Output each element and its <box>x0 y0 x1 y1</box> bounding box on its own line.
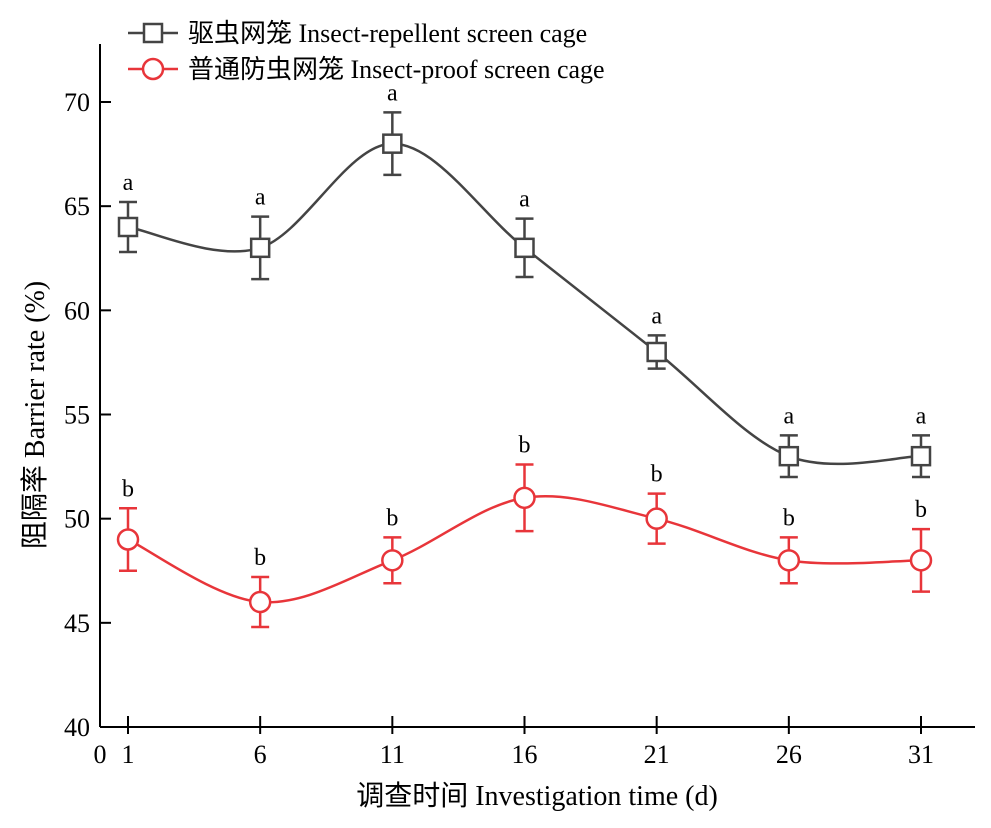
y-tick-label: 65 <box>64 192 90 221</box>
data-point <box>778 445 800 467</box>
data-point <box>117 216 139 238</box>
x-tick-label: 0 <box>94 740 107 769</box>
x-axis-title: 调查时间 Investigation time (d) <box>356 780 718 812</box>
significance-label: b <box>783 505 795 531</box>
series-1: a a a a a a a <box>117 80 932 479</box>
series-layer: a a a a a a a b b b b b b b <box>116 80 933 629</box>
y-tick-label: 60 <box>64 296 90 325</box>
significance-label: a <box>916 403 927 429</box>
data-point <box>249 237 271 259</box>
significance-label: a <box>519 187 530 213</box>
significance-label: a <box>651 303 662 329</box>
data-point <box>116 528 140 551</box>
x-tick-label: 16 <box>512 740 538 769</box>
data-point <box>513 486 536 510</box>
x-tick-label: 1 <box>122 740 135 769</box>
y-tick-label: 70 <box>64 88 90 117</box>
data-point <box>910 445 932 467</box>
significance-label: b <box>519 433 531 459</box>
y-tick-label: 45 <box>64 609 90 638</box>
data-point <box>909 549 933 572</box>
significance-label: b <box>386 505 398 531</box>
series-2: b b b b b b b <box>116 433 933 629</box>
significance-label: a <box>387 80 398 106</box>
legend-label: 驱虫网笼 Insect-repellent screen cage <box>188 19 587 48</box>
legend-label: 普通防虫网笼 Insect-proof screen cage <box>188 55 605 84</box>
data-point <box>248 590 272 614</box>
data-point <box>777 549 801 572</box>
legend-item-2: 普通防虫网笼 Insect-proof screen cage <box>128 55 605 84</box>
significance-label: a <box>784 403 795 429</box>
x-tick-label: 6 <box>254 740 267 769</box>
data-point <box>381 549 404 572</box>
y-tick-label: 40 <box>64 713 90 742</box>
significance-label: b <box>651 462 663 488</box>
x-tick-label: 26 <box>776 740 802 769</box>
data-point <box>645 507 668 530</box>
y-axis-title: 阻隔率 Barrier rate (%) <box>19 281 51 549</box>
legend-marker <box>142 22 164 44</box>
data-point <box>514 237 535 259</box>
y-tick-label: 50 <box>64 505 90 534</box>
data-point <box>382 133 403 154</box>
y-tick-label: 55 <box>64 401 90 430</box>
significance-label: b <box>122 476 134 502</box>
legend-item-1: 驱虫网笼 Insect-repellent screen cage <box>128 19 587 48</box>
x-tick-label: 21 <box>644 740 670 769</box>
significance-label: a <box>255 185 266 211</box>
significance-label: b <box>915 497 927 523</box>
significance-label: b <box>254 545 266 571</box>
legend-marker <box>141 57 165 81</box>
legend: 驱虫网笼 Insect-repellent screen cage 普通防虫网笼 … <box>128 19 605 84</box>
x-tick-label: 11 <box>380 740 405 769</box>
significance-label: a <box>123 170 134 196</box>
data-point <box>646 341 667 363</box>
x-tick-label: 31 <box>908 740 934 769</box>
